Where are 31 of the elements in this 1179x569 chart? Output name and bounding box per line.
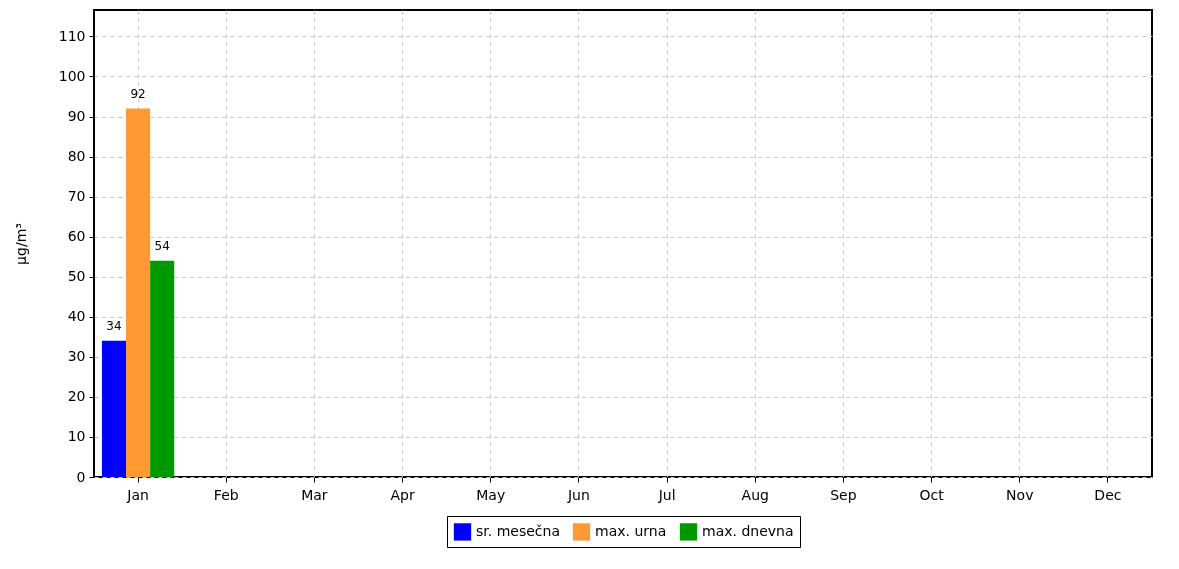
x-tick-label: Nov [1006,486,1034,503]
x-tick-label: Jul [657,486,676,503]
y-tick-label: 0 [76,468,86,485]
y-tick-label: 100 [58,67,86,84]
legend-label: max. dnevna [702,522,794,539]
data-label: 92 [130,86,146,101]
x-tick-label: Oct [919,486,945,503]
x-tick-label: Dec [1094,486,1122,503]
x-tick-label: Mar [301,486,328,503]
data-label: 54 [154,238,170,253]
y-tick-label: 70 [67,188,86,205]
x-tick-label: Jun [566,486,590,503]
x-tick-label: May [476,486,506,503]
y-tick-label: 30 [67,348,86,365]
x-tick-label: Feb [213,486,239,503]
y-tick-label: 80 [67,148,86,165]
y-tick-label: 40 [67,308,86,325]
x-tick-label: Aug [741,486,769,503]
y-tick-label: 60 [67,228,86,245]
x-tick-label: Sep [830,486,857,503]
y-axis-title: µg/m³ [12,223,29,265]
y-tick-label: 50 [67,268,86,285]
legend-label: sr. mesečna [476,522,560,539]
legend-label: max. urna [595,522,667,539]
y-tick-label: 10 [67,428,86,445]
x-tick-label: Apr [390,486,415,503]
y-tick-label: 110 [58,27,86,44]
data-label: 34 [106,318,122,333]
x-tick-label: Jan [126,486,149,503]
y-tick-label: 90 [67,108,86,125]
y-tick-label: 20 [67,388,86,405]
